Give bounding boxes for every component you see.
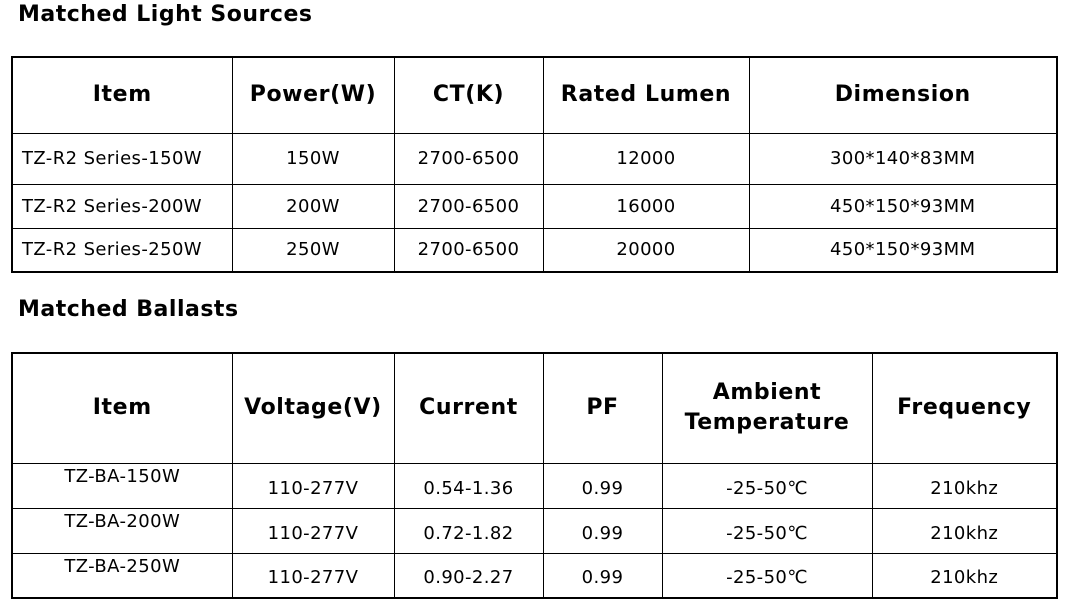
pf-cell: 0.99 — [542, 462, 663, 509]
column-header-rated-lumen: Rated Lumen — [542, 56, 750, 134]
lumen-cell: 16000 — [542, 183, 750, 229]
dimension-cell: 300*140*83MM — [748, 132, 1058, 185]
column-header-item: Item — [11, 56, 233, 134]
item-cell: TZ-BA-250W — [11, 552, 233, 599]
light-sources-table: Item Power(W) CT(K) Rated Lumen Dimensio… — [11, 56, 1058, 273]
item-cell: TZ-BA-200W — [11, 507, 233, 554]
power-cell: 200W — [231, 183, 395, 229]
column-header-power: Power(W) — [231, 56, 395, 134]
frequency-cell: 210khz — [871, 462, 1058, 509]
power-cell: 250W — [231, 227, 395, 273]
item-cell: TZ-R2 Series-150W — [11, 132, 233, 185]
pf-cell: 0.99 — [542, 507, 663, 554]
ct-cell: 2700-6500 — [393, 227, 544, 273]
table-header-row: Item Voltage(V) Current PF Ambient Tempe… — [11, 352, 1058, 464]
item-cell: TZ-BA-150W — [11, 462, 233, 509]
item-cell: TZ-R2 Series-200W — [11, 183, 233, 229]
header-line: Ambient — [712, 380, 822, 406]
voltage-cell: 110-277V — [231, 507, 395, 554]
frequency-cell: 210khz — [871, 507, 1058, 554]
ballasts-title: Matched Ballasts — [18, 297, 239, 322]
power-cell: 150W — [231, 132, 395, 185]
table-row: TZ-BA-200W 110-277V 0.72-1.82 0.99 -25-5… — [11, 507, 1058, 554]
column-header-frequency: Frequency — [871, 352, 1058, 464]
ballasts-table: Item Voltage(V) Current PF Ambient Tempe… — [11, 352, 1058, 599]
dimension-cell: 450*150*93MM — [748, 227, 1058, 273]
column-header-current: Current — [393, 352, 544, 464]
temperature-cell: -25-50℃ — [661, 552, 873, 599]
column-header-ct: CT(K) — [393, 56, 544, 134]
table-row: TZ-BA-150W 110-277V 0.54-1.36 0.99 -25-5… — [11, 462, 1058, 509]
current-cell: 0.54-1.36 — [393, 462, 544, 509]
voltage-cell: 110-277V — [231, 462, 395, 509]
column-header-dimension: Dimension — [748, 56, 1058, 134]
table-row: TZ-R2 Series-250W 250W 2700-6500 20000 4… — [11, 227, 1058, 273]
item-cell: TZ-R2 Series-250W — [11, 227, 233, 273]
ct-cell: 2700-6500 — [393, 183, 544, 229]
table-header-row: Item Power(W) CT(K) Rated Lumen Dimensio… — [11, 56, 1058, 134]
dimension-cell: 450*150*93MM — [748, 183, 1058, 229]
temperature-cell: -25-50℃ — [661, 507, 873, 554]
column-header-ambient-temperature: Ambient Temperature — [661, 352, 873, 464]
lumen-cell: 12000 — [542, 132, 750, 185]
lumen-cell: 20000 — [542, 227, 750, 273]
voltage-cell: 110-277V — [231, 552, 395, 599]
column-header-voltage: Voltage(V) — [231, 352, 395, 464]
table-row: TZ-R2 Series-150W 150W 2700-6500 12000 3… — [11, 132, 1058, 185]
light-sources-title: Matched Light Sources — [18, 2, 313, 27]
header-line: Temperature — [684, 410, 850, 436]
column-header-pf: PF — [542, 352, 663, 464]
current-cell: 0.72-1.82 — [393, 507, 544, 554]
current-cell: 0.90-2.27 — [393, 552, 544, 599]
pf-cell: 0.99 — [542, 552, 663, 599]
column-header-item: Item — [11, 352, 233, 464]
frequency-cell: 210khz — [871, 552, 1058, 599]
ct-cell: 2700-6500 — [393, 132, 544, 185]
table-row: TZ-R2 Series-200W 200W 2700-6500 16000 4… — [11, 183, 1058, 229]
temperature-cell: -25-50℃ — [661, 462, 873, 509]
table-row: TZ-BA-250W 110-277V 0.90-2.27 0.99 -25-5… — [11, 552, 1058, 599]
